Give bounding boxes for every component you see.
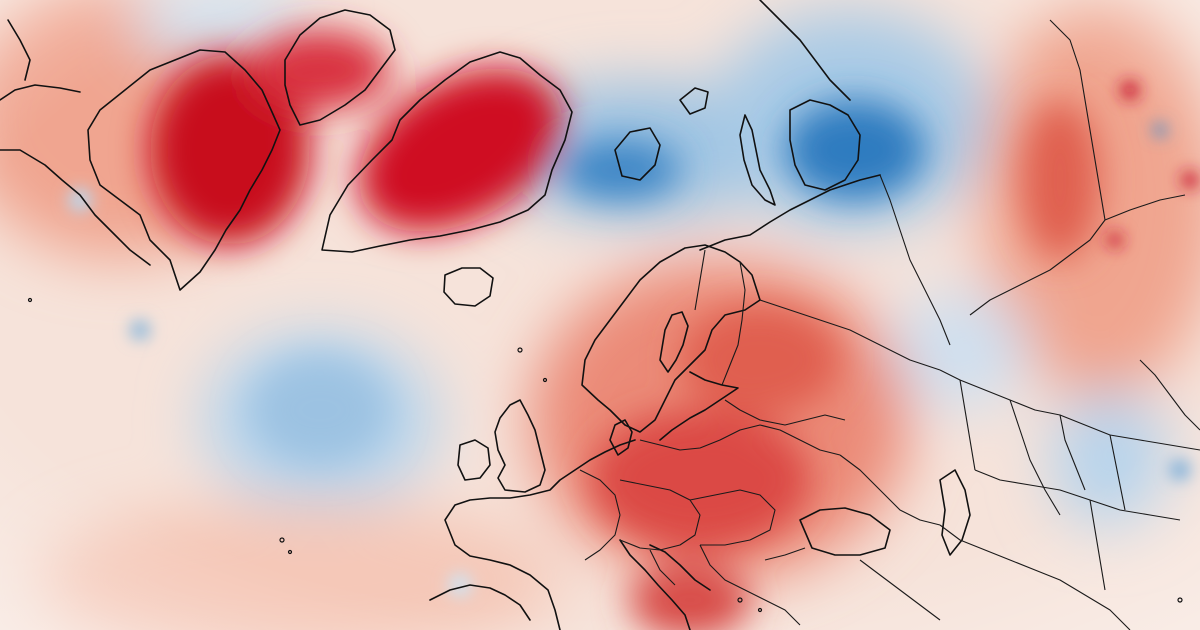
country-borders <box>579 19 1200 630</box>
coastline-denmark <box>609 419 633 456</box>
coastline-arctic-siberia <box>759 0 851 101</box>
coastline-baltic <box>659 371 739 441</box>
islands <box>27 297 1183 613</box>
coastline-baffin <box>87 49 281 291</box>
coastline-novaya-zemlya <box>739 114 776 206</box>
coastline-ellesmere <box>284 9 396 126</box>
coastline-europe-west <box>444 439 636 630</box>
coastline-taymyr <box>789 99 861 191</box>
coastline-franz-josef <box>679 87 709 115</box>
coastline-great-britain <box>494 399 546 493</box>
coastline-canada-north <box>0 84 81 101</box>
coastline-kola-russia-north <box>699 174 881 251</box>
coastline-ireland <box>457 439 491 481</box>
coastline-scandinavia <box>581 244 761 433</box>
coastline-caspian <box>939 469 971 556</box>
coastline-canada-mainland <box>0 149 151 266</box>
coastline-hudson-strait <box>7 19 31 81</box>
coastlines <box>0 0 971 630</box>
coastline-greenland <box>321 51 573 253</box>
coastline-iberia-north <box>429 584 531 621</box>
coastline-svalbard <box>614 127 661 181</box>
coastline-iceland <box>443 267 494 307</box>
coastline-gulf-bothnia <box>659 311 689 373</box>
coastline-italy <box>619 539 691 630</box>
coastline-black-sea <box>799 507 891 556</box>
